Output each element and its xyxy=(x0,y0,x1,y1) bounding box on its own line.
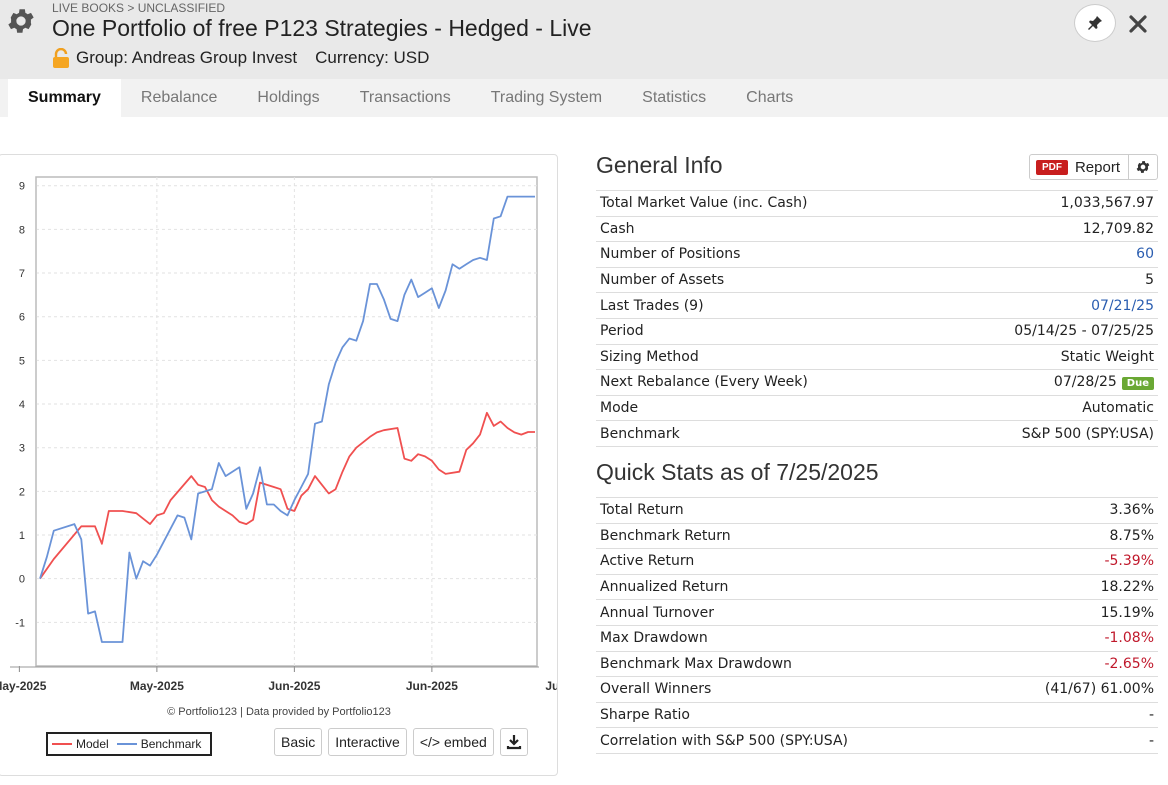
subline: Group: Andreas Group Invest Currency: US… xyxy=(52,48,429,68)
plot-area xyxy=(35,176,538,667)
quick-stats-table: Total Return 3.36% Benchmark Return 8.75% … xyxy=(596,496,1158,754)
page-title: One Portfolio of free P123 Strategies - … xyxy=(52,15,592,41)
general-info-table: Total Market Value (inc. Cash) 1,033,567.… xyxy=(596,190,1158,447)
pin-button[interactable] xyxy=(1074,4,1116,42)
general-info-section: General Info PDF Report xyxy=(596,150,1158,190)
pin-icon xyxy=(1088,16,1102,30)
x-tick-label: May-2025 xyxy=(0,679,47,693)
x-tick-label: Jun-2025 xyxy=(268,679,320,693)
table-row: Mode Automatic xyxy=(596,396,1158,422)
download-icon xyxy=(506,735,521,750)
table-row: Number of Positions 60 xyxy=(596,242,1158,268)
y-tick-label: 3 xyxy=(19,443,25,455)
table-row: Sharpe Ratio - xyxy=(596,703,1158,729)
pdf-icon: PDF xyxy=(1035,159,1068,175)
y-tick-label: 6 xyxy=(19,312,25,324)
number-of-positions-value[interactable]: 60 xyxy=(1136,246,1154,263)
table-row: Active Return -5.39% xyxy=(596,549,1158,575)
y-tick-label: 0 xyxy=(19,574,25,586)
table-row: Benchmark S&P 500 (SPY:USA) xyxy=(596,421,1158,447)
tab-statistics[interactable]: Statistics xyxy=(642,89,707,106)
tab-summary[interactable]: Summary xyxy=(8,79,121,117)
interactive-button[interactable]: Interactive xyxy=(328,728,407,756)
info-column: General Info PDF Report Total Market Val… xyxy=(596,150,1158,754)
group-label: Group: Andreas Group Invest xyxy=(76,48,298,67)
table-row: Max Drawdown -1.08% xyxy=(596,626,1158,652)
report-button[interactable]: PDF Report xyxy=(1030,155,1129,179)
x-tick-label: May-2025 xyxy=(130,679,184,693)
x-tick-label: Jul-2025 xyxy=(545,679,557,693)
embed-button[interactable]: </> embed xyxy=(412,728,494,756)
table-row: Total Market Value (inc. Cash) 1,033,567.… xyxy=(596,191,1158,217)
gear-icon xyxy=(1136,161,1150,173)
currency-label: Currency: USD xyxy=(315,48,430,67)
breadcrumb[interactable]: LIVE BOOKS > UNCLASSIFIED xyxy=(52,1,226,15)
report-controls: PDF Report xyxy=(1028,154,1158,180)
y-tick-label: 4 xyxy=(19,399,25,411)
y-tick-label: 7 xyxy=(19,268,25,280)
y-tick-label: 8 xyxy=(19,224,25,236)
last-trades-link[interactable]: Last Trades xyxy=(600,297,680,314)
close-button[interactable] xyxy=(1122,8,1154,40)
report-settings-button[interactable] xyxy=(1129,155,1157,179)
number-of-positions-link[interactable]: Number of Positions xyxy=(600,246,741,263)
table-row: Cash 12,709.82 xyxy=(596,217,1158,243)
y-tick-label: 1 xyxy=(19,530,25,542)
table-row: Number of Assets 5 xyxy=(596,268,1158,294)
close-icon xyxy=(1129,15,1147,33)
tab-trading-system[interactable]: Trading System xyxy=(490,89,603,106)
page-header: LIVE BOOKS > UNCLASSIFIED One Portfolio … xyxy=(0,0,1168,79)
table-row: Overall Winners (41/67) 61.00% xyxy=(596,677,1158,703)
lock-icon xyxy=(53,48,69,68)
quick-stats-title: Quick Stats as of 7/25/2025 xyxy=(596,458,879,485)
status-badge: Due xyxy=(1121,377,1154,391)
table-row: Benchmark Max Drawdown -2.65% xyxy=(596,652,1158,678)
table-row: Benchmark Return 8.75% xyxy=(596,524,1158,550)
table-row: Annual Turnover 15.19% xyxy=(596,600,1158,626)
tab-rebalance[interactable]: Rebalance xyxy=(140,89,218,106)
chart-copyright: © Portfolio123 | Data provided by Portfo… xyxy=(167,706,391,718)
last-trades-value[interactable]: 07/21/25 xyxy=(1091,297,1154,314)
chart-panel: -1 0 1 2 3 4 5 6 7 8 9 May-2025 May-2025 Jun-2025 Jun-… xyxy=(0,154,558,776)
tab-transactions[interactable]: Transactions xyxy=(359,89,451,106)
chart-legend: Model Benchmark xyxy=(46,732,212,756)
y-tick-label: -1 xyxy=(15,617,25,629)
table-row: Annualized Return 18.22% xyxy=(596,575,1158,601)
table-row: Correlation with S&P 500 (SPY:USA) - xyxy=(596,728,1158,754)
table-row: Last Trades (9) 07/21/25 xyxy=(596,293,1158,319)
y-tick-label: 5 xyxy=(19,355,25,367)
series-line-model xyxy=(39,411,535,580)
tab-bar: Summary Rebalance Holdings Transactions … xyxy=(0,79,1168,117)
legend-item-model[interactable]: Model xyxy=(52,737,109,751)
table-row: Period 05/14/25 - 07/25/25 xyxy=(596,319,1158,345)
general-info-title: General Info xyxy=(596,152,723,178)
performance-chart[interactable]: -1 0 1 2 3 4 5 6 7 8 9 May-2025 May-2025 Jun-2025 Jun-… xyxy=(0,155,557,700)
basic-button[interactable]: Basic xyxy=(274,728,323,756)
gear-icon[interactable] xyxy=(5,5,37,37)
table-row: Sizing Method Static Weight xyxy=(596,345,1158,371)
legend-label-benchmark: Benchmark xyxy=(140,737,202,751)
x-tick-label: Jun-2025 xyxy=(406,679,458,693)
series-line-benchmark xyxy=(39,195,535,643)
legend-label-model: Model xyxy=(76,737,109,751)
y-tick-label: 2 xyxy=(19,486,25,498)
chart-buttons: Basic Interactive </> embed xyxy=(274,728,528,756)
legend-item-benchmark[interactable]: Benchmark xyxy=(116,737,202,751)
y-tick-label: 9 xyxy=(19,181,25,193)
tab-charts[interactable]: Charts xyxy=(746,89,794,106)
tab-holdings[interactable]: Holdings xyxy=(257,89,320,106)
download-button[interactable] xyxy=(499,728,528,756)
table-row: Next Rebalance (Every Week) 07/28/25 Due xyxy=(596,370,1158,396)
report-label: Report xyxy=(1074,158,1120,176)
table-row: Total Return 3.36% xyxy=(596,498,1158,524)
